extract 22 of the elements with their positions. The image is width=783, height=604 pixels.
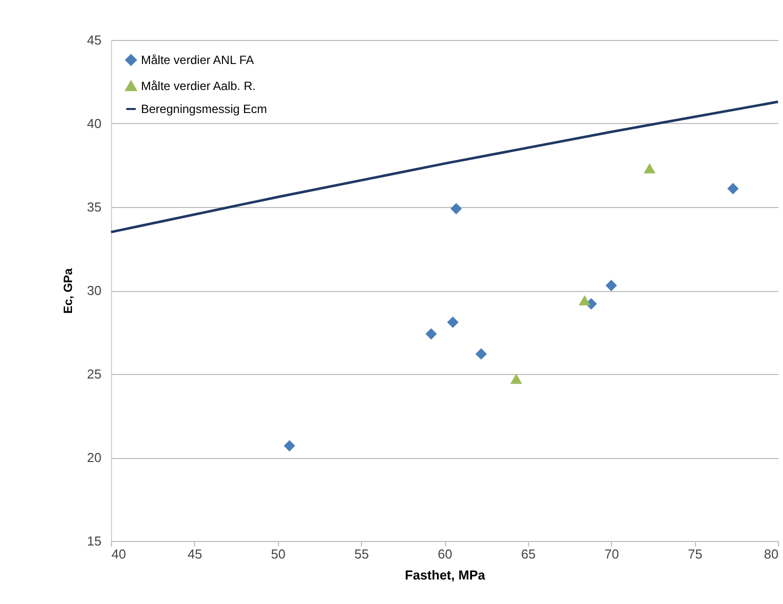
y-tick-label: 20 <box>87 450 102 465</box>
x-axis-title: Fasthet, MPa <box>404 568 486 582</box>
line-series <box>110 100 780 234</box>
x-tick-label: 65 <box>521 546 536 562</box>
legend-label: Beregningsmessig Ecm <box>141 102 268 116</box>
x-tick-label: 60 <box>438 546 452 562</box>
x-tick-label: 70 <box>604 546 619 562</box>
x-tick-label: 75 <box>688 546 702 562</box>
y-tick-label: 40 <box>87 116 102 131</box>
x-tick-label: 40 <box>112 546 126 562</box>
y-tick-label: 30 <box>87 283 102 298</box>
legend-label: Målte verdier Aalb. R. <box>141 79 256 93</box>
y-tick-label: 25 <box>87 366 102 382</box>
y-tick-label: 15 <box>87 534 102 548</box>
x-tick-label: 45 <box>188 546 202 562</box>
x-tick-label: 55 <box>354 546 369 562</box>
x-tick-label: 80 <box>764 546 778 562</box>
y-tick-label: 35 <box>87 200 102 214</box>
x-tick-label: 50 <box>271 546 286 562</box>
y-axis-title: Ec, GPa <box>61 268 76 314</box>
legend-label: Målte verdier ANL FA <box>141 53 254 67</box>
y-tick-label: 45 <box>87 32 102 48</box>
